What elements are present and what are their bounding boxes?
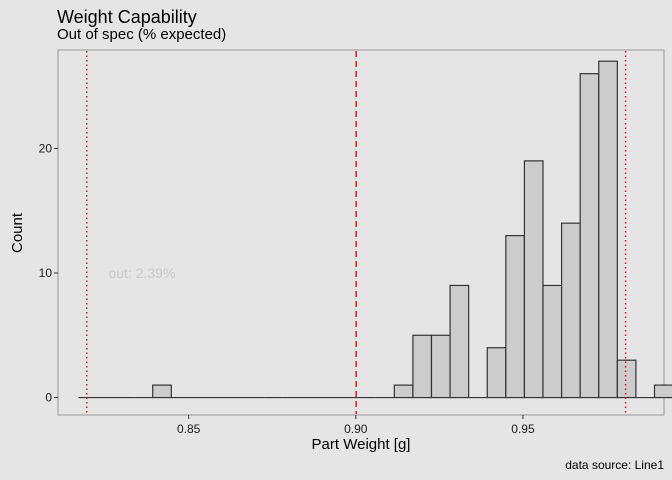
histogram-bar (542, 284, 563, 399)
histogram-bars (78, 60, 672, 399)
out-of-spec-annotation: out: 2.39% (108, 265, 175, 281)
x-tick-label: 0.95 (511, 422, 535, 436)
x-tick-label: 0.90 (344, 422, 368, 436)
histogram-bar (486, 347, 507, 399)
histogram-bar (598, 60, 618, 399)
histogram-bar (152, 384, 172, 399)
histogram-bar (523, 160, 544, 399)
histogram-bar (616, 359, 637, 399)
histogram-bar (560, 222, 581, 399)
chart-title: Weight Capability (57, 7, 197, 27)
x-axis-title: Part Weight [g] (312, 436, 411, 453)
histogram-bar (505, 235, 526, 399)
x-axis: 0.85 0.90 0.95 (177, 415, 535, 436)
data-source-caption: data source: Line1 (565, 458, 664, 472)
y-tick-label: 10 (39, 266, 53, 280)
y-axis-title: Count (9, 212, 26, 253)
histogram-bar (579, 73, 600, 399)
chart-subtitle: Out of spec (% expected) (57, 26, 227, 43)
histogram-bar (412, 334, 433, 399)
spec-limit-lines (85, 51, 627, 414)
y-tick-label: 0 (45, 391, 52, 405)
y-axis: 0 10 20 (39, 141, 58, 405)
histogram-bar (393, 384, 414, 399)
histogram-bar (449, 284, 470, 399)
x-tick-label: 0.85 (177, 422, 201, 436)
histogram-bar (653, 384, 672, 399)
y-tick-label: 20 (39, 141, 53, 155)
histogram-bar (430, 334, 451, 399)
